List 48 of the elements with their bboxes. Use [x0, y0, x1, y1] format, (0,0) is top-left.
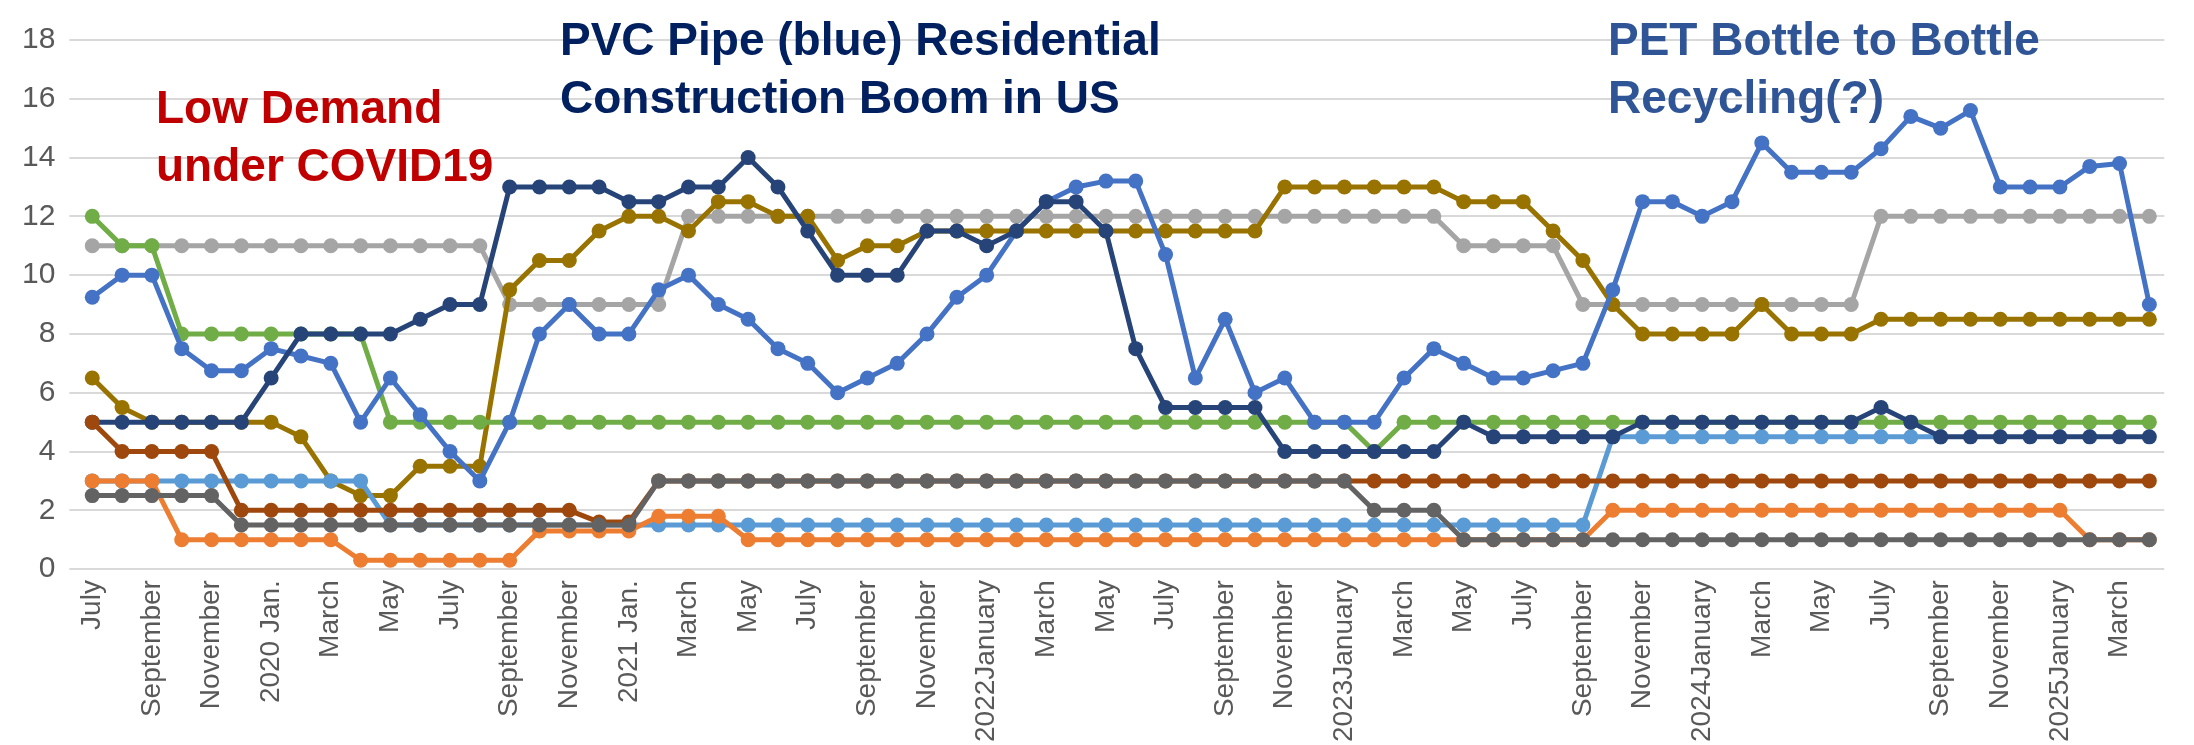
- x-tick-label: September: [1923, 580, 1955, 718]
- x-tick-label: March: [313, 580, 345, 658]
- x-tick-label: 2020 Jan.: [253, 580, 285, 704]
- y-tick-label: 6: [38, 374, 56, 407]
- x-tick-label: November: [909, 580, 941, 710]
- y-tick-label: 14: [21, 138, 56, 172]
- x-tick-label: November: [552, 580, 583, 710]
- x-tick-label: March: [1744, 580, 1776, 658]
- x-tick-label: March: [1029, 580, 1060, 658]
- y-tick-label: 18: [21, 21, 56, 55]
- x-tick-label: 2021 Jan.: [611, 580, 643, 704]
- x-tick-label: September: [1565, 580, 1597, 718]
- x-tick-label: March: [2102, 580, 2134, 658]
- x-tick-label: March: [671, 580, 703, 658]
- x-tick-label: July: [74, 580, 106, 630]
- x-tick-label: March: [1386, 580, 1418, 658]
- y-tick-label: 2: [38, 491, 56, 525]
- x-tick-label: May: [1446, 580, 1478, 633]
- y-tick-label: 16: [21, 80, 56, 114]
- x-tick-label: May: [1804, 580, 1836, 633]
- y-tick-label: 10: [21, 256, 56, 290]
- annotation: PET Bottle to Bottle Recycling(?): [1608, 12, 2041, 125]
- x-tick-label: July: [790, 580, 822, 630]
- x-tick-label: May: [1088, 580, 1120, 633]
- x-tick-label: September: [492, 580, 524, 718]
- y-tick-label: 0: [38, 550, 56, 584]
- x-tick-label: 2022January: [969, 580, 1001, 742]
- y-tick-label: 8: [38, 315, 56, 349]
- x-tick-label: September: [850, 580, 882, 718]
- x-tick-label: May: [373, 580, 405, 633]
- x-tick-label: July: [432, 580, 464, 630]
- x-tick-label: 2023January: [1327, 580, 1359, 742]
- x-tick-label: November: [1983, 580, 2014, 710]
- x-tick-label: May: [730, 580, 762, 633]
- x-tick-label: 2025January: [2042, 580, 2074, 742]
- x-tick-label: July: [1863, 580, 1895, 630]
- y-tick-label: 4: [38, 432, 56, 466]
- y-tick-label: 12: [21, 197, 56, 231]
- x-tick-label: July: [1506, 580, 1537, 630]
- x-tick-label: 2024January: [1684, 580, 1716, 742]
- x-tick-label: September: [134, 580, 166, 718]
- annotation: PVC Pipe (blue) Residential Construction Boom in US: [560, 12, 1162, 125]
- x-tick-label: September: [1207, 580, 1239, 718]
- x-tick-label: November: [1625, 580, 1657, 710]
- x-tick-label: November: [1267, 580, 1299, 710]
- annotation: Low Demand under COVID19: [156, 80, 495, 193]
- x-tick-label: November: [194, 580, 226, 710]
- x-tick-label: July: [1148, 580, 1180, 630]
